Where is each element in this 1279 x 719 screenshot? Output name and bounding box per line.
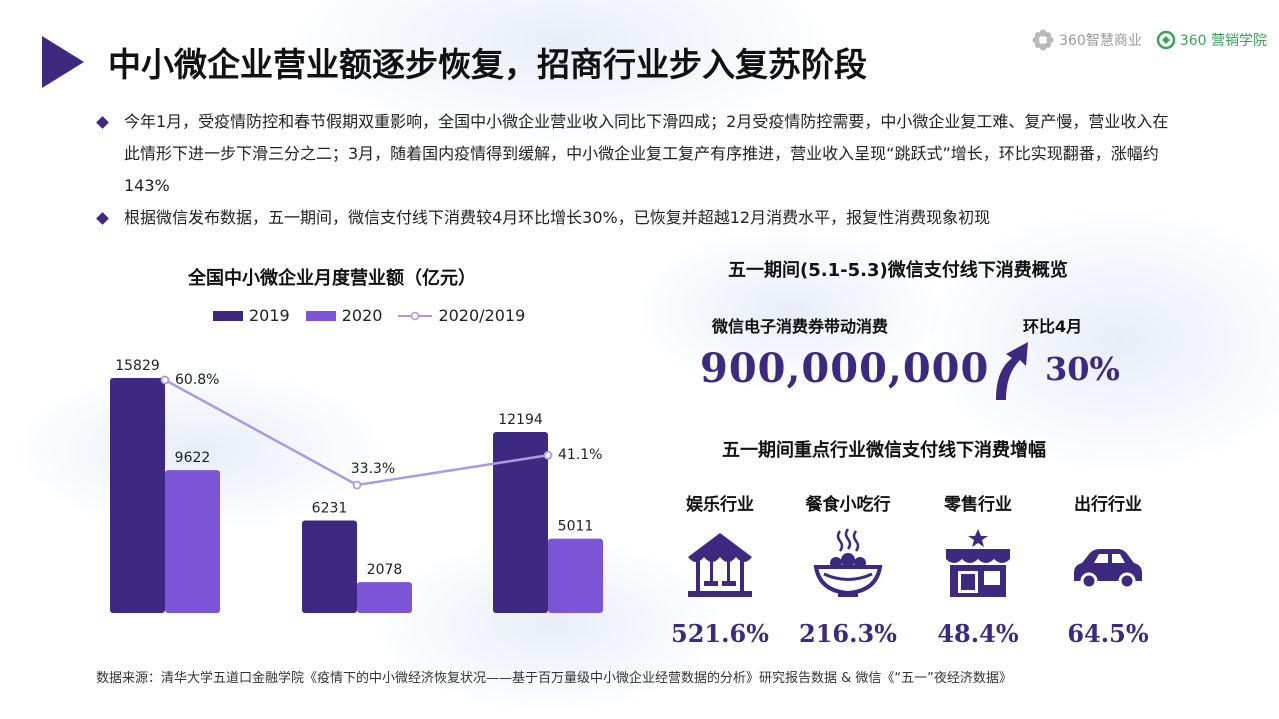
bullet-item: 根据微信发布数据，五一期间，微信支付线下消费较4月环比增长30%，已恢复并超越1…	[96, 202, 1176, 234]
logo1-text: 360智慧商业	[1059, 33, 1142, 49]
coupon-consumption-label: 微信电子消费券带动消费	[712, 317, 889, 336]
mom-growth-value: 30%	[1045, 350, 1120, 388]
bar-2020	[357, 582, 412, 613]
ratio-point	[160, 375, 170, 385]
legend-label: 2020/2019	[438, 306, 526, 325]
industry-name: 娱乐行业	[686, 495, 754, 515]
data-label-2019: 15829	[115, 358, 160, 374]
ratio-label: 33.3%	[351, 461, 395, 477]
bullet-item: 今年1月，受疫情防控和春节假期双重影响，全国中小微企业营业收入同比下滑四成；2月…	[96, 106, 1176, 202]
legend-swatch	[213, 310, 243, 321]
bar-line-chart: 15829 9622 6231 2078 12194 5011 60.8% 33.3% 41.1…	[110, 358, 603, 613]
store-icon	[946, 529, 1010, 597]
logo-360-smart-business: 360智慧商业	[1031, 28, 1142, 52]
industry-travel: 出行行业 64.5%	[1043, 490, 1173, 648]
background-cloud	[640, 230, 940, 390]
up-arrow-icon	[996, 342, 1028, 400]
industry-food: 餐食小吃行 216.3%	[783, 490, 913, 648]
industry-retail: 零售行业 48.4%	[913, 490, 1043, 648]
wechat-overview-title: 五一期间(5.1-5.3)微信支付线下消费概览	[728, 260, 1068, 281]
bullet-text: 今年1月，受疫情防控和春节假期双重影响，全国中小微企业营业收入同比下滑四成；2月…	[124, 112, 1169, 195]
bullet-text: 根据微信发布数据，五一期间，微信支付线下消费较4月环比增长30%，已恢复并超越1…	[124, 208, 991, 227]
car-icon	[1074, 549, 1142, 590]
chart-title: 全国中小微企业月度营业额（亿元）	[188, 268, 476, 289]
legend-line-swatch	[398, 311, 433, 320]
bar-2019	[302, 520, 357, 613]
food-bowl-icon	[813, 528, 883, 597]
industry-entertainment: 娱乐行业 521.6%	[655, 490, 785, 648]
page-title: 中小微企业营业额逐步恢复，招商行业步入复苏阶段	[108, 45, 867, 84]
industry-name: 餐食小吃行	[805, 495, 891, 515]
title-marker	[42, 36, 84, 88]
industry-growth: 216.3%	[799, 619, 897, 648]
ratio-point	[543, 450, 553, 460]
industry-name: 出行行业	[1074, 495, 1142, 515]
industry-growth: 48.4%	[937, 619, 1019, 648]
background-cloud	[930, 210, 1279, 470]
data-label-2020: 2078	[367, 562, 403, 578]
legend-swatch	[305, 310, 336, 321]
bullet-list: 今年1月，受疫情防控和春节假期双重影响，全国中小微企业营业收入同比下滑四成；2月…	[96, 106, 1176, 234]
flower-icon	[1032, 29, 1054, 51]
data-source: 数据来源：清华大学五道口金融学院《疫情下的中小微经济恢复状况——基于百万量级中小…	[96, 671, 1012, 686]
ratio-label: 60.8%	[175, 372, 219, 388]
chart-legend: 2019 2020 2020/2019	[213, 306, 541, 325]
logo2-text: 360 营销学院	[1179, 33, 1267, 49]
legend-item-2019: 2019	[213, 306, 290, 325]
industry-name: 零售行业	[944, 495, 1012, 515]
legend-label: 2019	[249, 306, 290, 325]
industry-growth-title: 五一期间重点行业微信支付线下消费增幅	[722, 440, 1046, 461]
data-label-2020: 9622	[175, 450, 211, 466]
bar-2019	[110, 378, 165, 613]
carousel-icon	[688, 533, 752, 597]
logo-circle-icon	[1156, 30, 1176, 50]
logos: 360智慧商业 360 营销学院	[1031, 28, 1267, 52]
legend-item-ratio: 2020/2019	[398, 306, 525, 325]
data-label-2019: 6231	[312, 500, 348, 516]
data-label-2020: 5011	[558, 519, 594, 535]
bar-2020	[548, 538, 603, 613]
ratio-point	[352, 480, 362, 490]
legend-label: 2020	[341, 306, 383, 325]
industry-growth: 521.6%	[671, 619, 769, 648]
ratio-label: 41.1%	[558, 447, 602, 463]
industry-growth: 64.5%	[1067, 619, 1149, 648]
logo-360-marketing: 360 营销学院	[1156, 30, 1267, 50]
bar-2019	[493, 431, 548, 613]
bar-2020	[165, 470, 220, 613]
mom-label: 环比4月	[1023, 317, 1083, 336]
data-label-2019: 12194	[498, 412, 543, 428]
coupon-consumption-value: 900,000,000	[700, 345, 990, 392]
legend-item-2020: 2020	[305, 306, 383, 325]
